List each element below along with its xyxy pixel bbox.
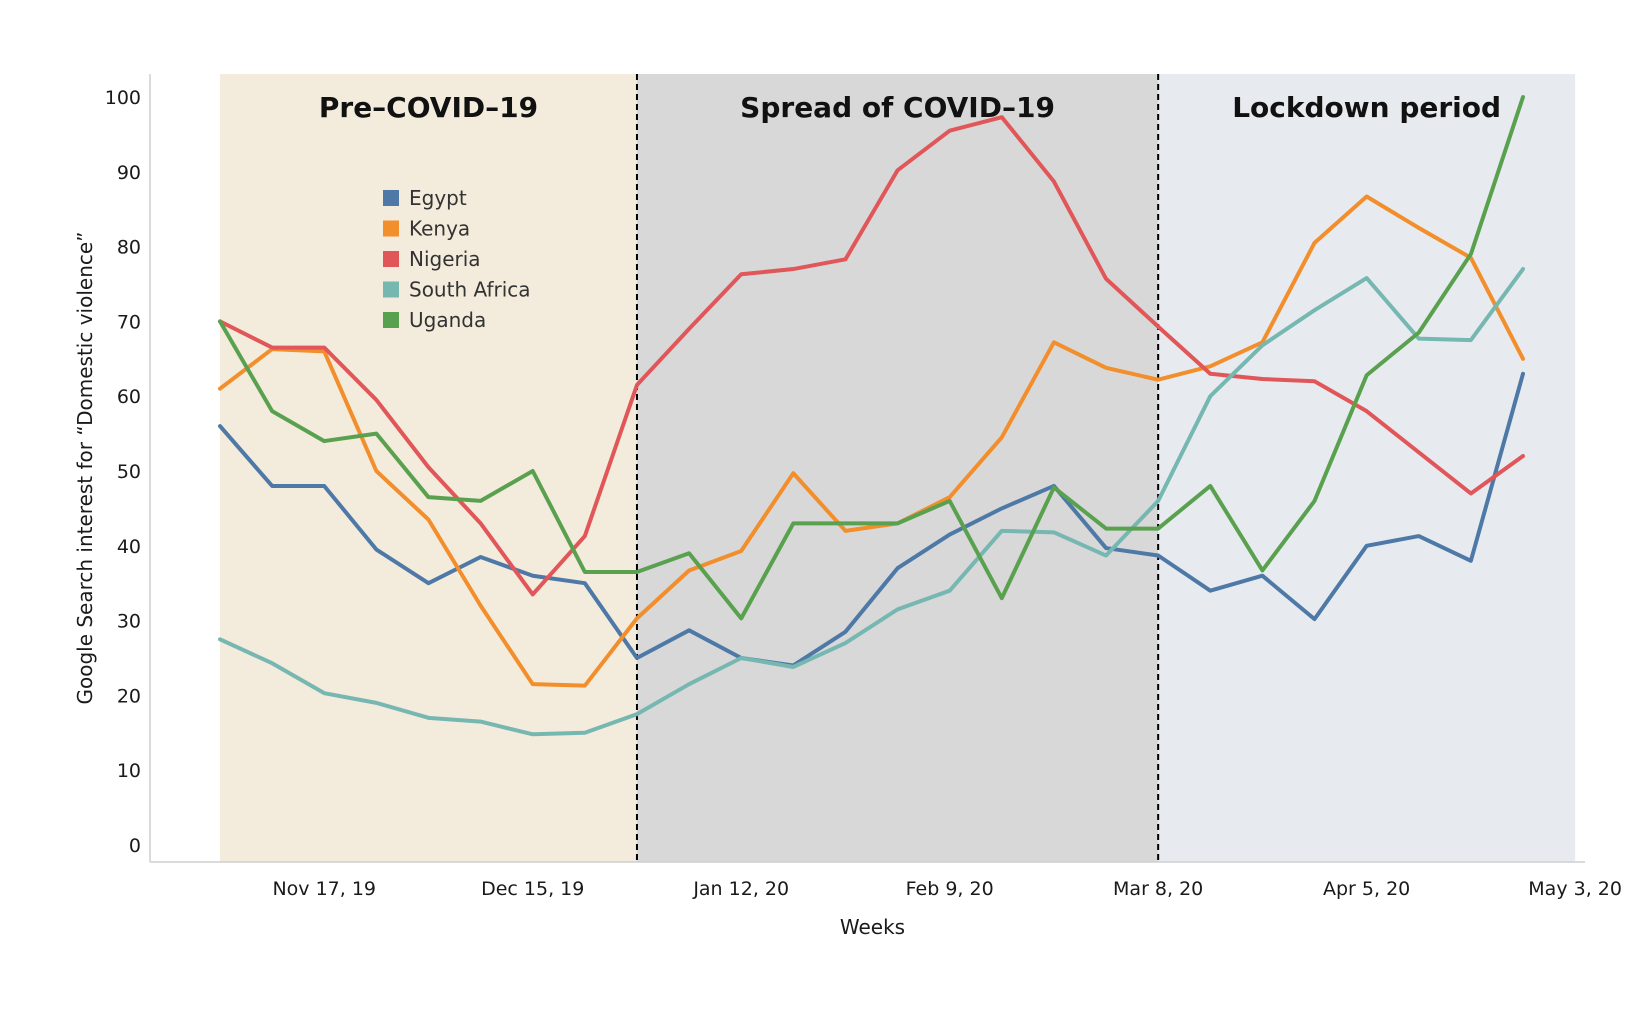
x-tick-label: Jan 12, 20	[692, 878, 789, 900]
y-axis-title: Google Search interest for “Domestic vio…	[73, 231, 97, 704]
y-tick-label: 40	[117, 536, 141, 558]
period-label: Lockdown period	[1232, 91, 1501, 124]
legend-label: Nigeria	[409, 247, 481, 271]
y-tick-label: 80	[117, 237, 141, 259]
y-tick-label: 20	[117, 685, 141, 707]
series-line-south-africa	[218, 267, 1525, 737]
x-tick-label: Feb 9, 20	[906, 878, 994, 900]
y-tick-label: 70	[117, 311, 141, 333]
y-tick-label: 100	[105, 87, 141, 109]
legend-swatch	[383, 190, 399, 206]
y-tick-label: 90	[117, 162, 141, 184]
legend-swatch	[383, 312, 399, 328]
legend-label: Kenya	[409, 217, 470, 241]
legend: Egypt Kenya Nigeria South Africa Uganda	[372, 181, 534, 333]
series-line-nigeria	[218, 115, 1525, 597]
x-tick-label: Dec 15, 19	[481, 878, 584, 900]
x-tick-label: Nov 17, 19	[272, 878, 376, 900]
period-labels: Pre–COVID–19 Spread of COVID–19 Lockdown p…	[319, 91, 1501, 124]
y-tick-label: 60	[117, 386, 141, 408]
y-tick-label: 10	[117, 760, 141, 782]
x-tick-label: May 3, 20	[1528, 878, 1622, 900]
y-tick-label: 0	[129, 835, 141, 857]
x-tick-label: Apr 5, 20	[1323, 878, 1410, 900]
legend-swatch	[383, 281, 399, 298]
period-label: Spread of COVID–19	[740, 91, 1055, 124]
series-line-uganda	[218, 95, 1525, 621]
y-tick-label: 50	[117, 461, 141, 483]
legend-label: Uganda	[409, 308, 486, 332]
legend-swatch	[383, 251, 399, 267]
series-line-kenya	[218, 194, 1525, 688]
period-band	[636, 74, 1159, 862]
period-band	[1158, 74, 1576, 862]
legend-label: South Africa	[409, 278, 531, 302]
x-axis-title: Weeks	[840, 915, 905, 939]
y-tick-label: 30	[117, 611, 141, 633]
x-tick-label: Mar 8, 20	[1113, 878, 1203, 900]
legend-swatch	[383, 220, 399, 237]
series-lines	[218, 95, 1525, 737]
series-line-egypt	[218, 371, 1525, 668]
axes: 0 10 20 30 40 50 60 70 80 90 100 Nov 17, 19 Dec 15, …	[105, 74, 1622, 900]
legend-label: Egypt	[409, 186, 467, 210]
period-label: Pre–COVID–19	[319, 91, 538, 124]
